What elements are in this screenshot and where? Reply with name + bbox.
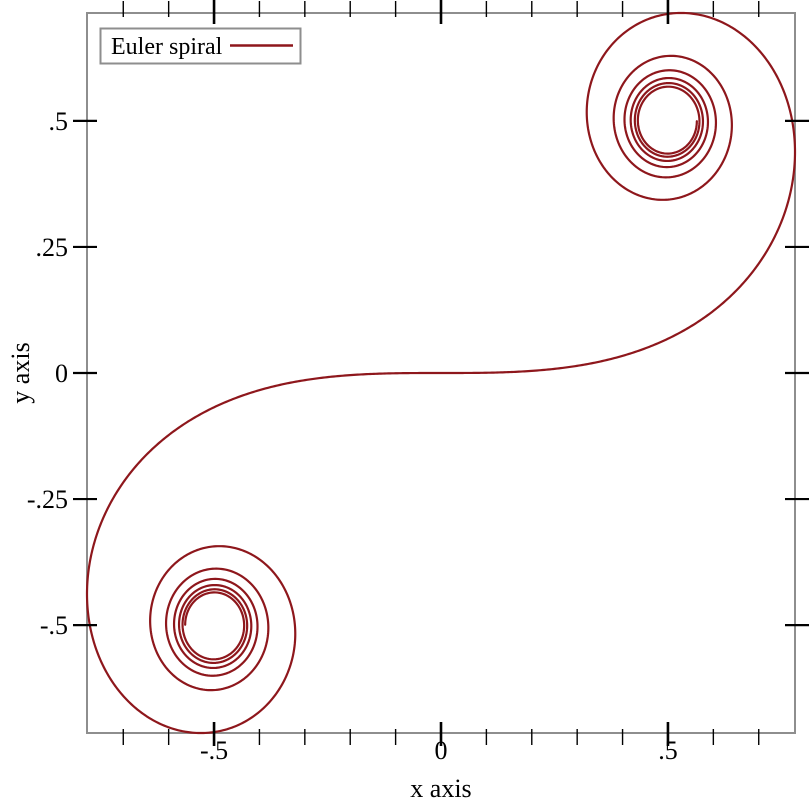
y-tick-label: .5	[49, 107, 69, 136]
x-tick-label: 0	[435, 736, 448, 765]
y-tick-label: -.5	[40, 611, 68, 640]
x-axis-label: x axis	[410, 774, 471, 803]
legend: Euler spiral	[99, 27, 302, 65]
legend-label: Euler spiral	[111, 34, 223, 60]
tick-labels-layer: -.5 0 .5 -.5 -.25 0 .25 .5	[27, 107, 678, 765]
y-tick-label: 0	[55, 359, 68, 388]
y-axis-label: y axis	[6, 342, 35, 403]
curve-layer	[85, 11, 797, 735]
euler-spiral-curve	[85, 11, 797, 735]
ticks-layer	[73, 0, 809, 746]
y-tick-label: .25	[36, 233, 69, 262]
x-tick-label: .5	[658, 736, 678, 765]
y-tick-label: -.25	[27, 485, 68, 514]
x-tick-label: -.5	[200, 736, 228, 765]
